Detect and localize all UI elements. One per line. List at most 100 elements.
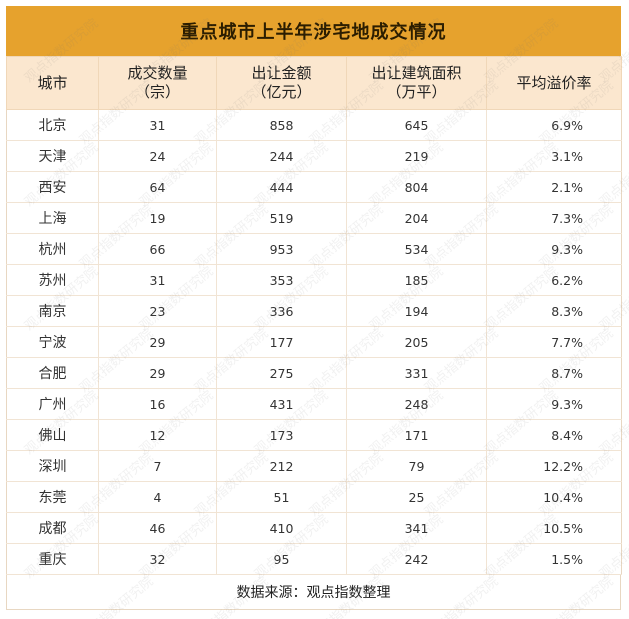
table-body: 北京 31 858 645 6.9% 天津 24 244 219 3.1% 西安 64 444 804 2.…	[6, 109, 622, 575]
amount-cell: 51	[216, 481, 347, 513]
table-row: 杭州 66 953 534 9.3%	[6, 233, 622, 265]
table-row: 天津 24 244 219 3.1%	[6, 140, 622, 172]
premium-cell: 12.2%	[486, 450, 622, 482]
amount-cell: 410	[216, 512, 347, 544]
area-cell: 242	[346, 543, 487, 575]
area-cell: 804	[346, 171, 487, 203]
city-cell: 合肥	[6, 357, 99, 389]
premium-cell: 9.3%	[486, 388, 622, 420]
city-cell: 上海	[6, 202, 99, 234]
table-row: 佛山 12 173 171 8.4%	[6, 419, 622, 451]
amount-cell: 353	[216, 264, 347, 296]
count-cell: 23	[98, 295, 217, 327]
amount-cell: 275	[216, 357, 347, 389]
city-cell: 广州	[6, 388, 99, 420]
amount-cell: 244	[216, 140, 347, 172]
area-cell: 194	[346, 295, 487, 327]
city-cell: 西安	[6, 171, 99, 203]
count-cell: 19	[98, 202, 217, 234]
amount-cell: 177	[216, 326, 347, 358]
amount-cell: 953	[216, 233, 347, 265]
premium-cell: 8.3%	[486, 295, 622, 327]
city-cell: 成都	[6, 512, 99, 544]
source-note: 数据来源：观点指数整理	[6, 575, 621, 610]
city-cell: 天津	[6, 140, 99, 172]
premium-cell: 8.7%	[486, 357, 622, 389]
header-city: 城市	[6, 56, 99, 110]
amount-cell: 444	[216, 171, 347, 203]
city-cell: 佛山	[6, 419, 99, 451]
area-cell: 204	[346, 202, 487, 234]
area-cell: 219	[346, 140, 487, 172]
table-row: 上海 19 519 204 7.3%	[6, 202, 622, 234]
area-cell: 248	[346, 388, 487, 420]
area-cell: 205	[346, 326, 487, 358]
count-cell: 12	[98, 419, 217, 451]
table-row: 西安 64 444 804 2.1%	[6, 171, 622, 203]
count-cell: 64	[98, 171, 217, 203]
city-cell: 重庆	[6, 543, 99, 575]
amount-cell: 173	[216, 419, 347, 451]
header-amount: 出让金额 （亿元）	[216, 56, 347, 110]
table-row: 合肥 29 275 331 8.7%	[6, 357, 622, 389]
count-cell: 66	[98, 233, 217, 265]
table-card: 重点城市上半年涉宅地成交情况 城市 成交数量 （宗） 出让金额 （亿元） 出让建筑面…	[6, 6, 622, 610]
premium-cell: 1.5%	[486, 543, 622, 575]
table-row: 南京 23 336 194 8.3%	[6, 295, 622, 327]
amount-cell: 95	[216, 543, 347, 575]
area-cell: 25	[346, 481, 487, 513]
table-row: 重庆 32 95 242 1.5%	[6, 543, 622, 575]
area-cell: 79	[346, 450, 487, 482]
amount-cell: 519	[216, 202, 347, 234]
area-cell: 331	[346, 357, 487, 389]
count-cell: 32	[98, 543, 217, 575]
premium-cell: 6.9%	[486, 109, 622, 141]
count-cell: 29	[98, 326, 217, 358]
header-count: 成交数量 （宗）	[98, 56, 217, 110]
premium-cell: 7.7%	[486, 326, 622, 358]
amount-cell: 858	[216, 109, 347, 141]
premium-cell: 10.5%	[486, 512, 622, 544]
header-row: 城市 成交数量 （宗） 出让金额 （亿元） 出让建筑面积 （万平） 平均溢价率	[6, 56, 622, 110]
city-cell: 东莞	[6, 481, 99, 513]
count-cell: 31	[98, 109, 217, 141]
header-premium: 平均溢价率	[486, 56, 622, 110]
table-row: 成都 46 410 341 10.5%	[6, 512, 622, 544]
premium-cell: 9.3%	[486, 233, 622, 265]
premium-cell: 10.4%	[486, 481, 622, 513]
table-title: 重点城市上半年涉宅地成交情况	[6, 6, 621, 56]
table-row: 深圳 7 212 79 12.2%	[6, 450, 622, 482]
table-row: 宁波 29 177 205 7.7%	[6, 326, 622, 358]
count-cell: 31	[98, 264, 217, 296]
count-cell: 29	[98, 357, 217, 389]
premium-cell: 6.2%	[486, 264, 622, 296]
area-cell: 185	[346, 264, 487, 296]
premium-cell: 8.4%	[486, 419, 622, 451]
area-cell: 534	[346, 233, 487, 265]
city-cell: 深圳	[6, 450, 99, 482]
table-row: 东莞 4 51 25 10.4%	[6, 481, 622, 513]
area-cell: 341	[346, 512, 487, 544]
premium-cell: 3.1%	[486, 140, 622, 172]
count-cell: 7	[98, 450, 217, 482]
premium-cell: 7.3%	[486, 202, 622, 234]
area-cell: 171	[346, 419, 487, 451]
city-cell: 北京	[6, 109, 99, 141]
data-table: 城市 成交数量 （宗） 出让金额 （亿元） 出让建筑面积 （万平） 平均溢价率 北京 3…	[6, 56, 622, 575]
amount-cell: 212	[216, 450, 347, 482]
area-cell: 645	[346, 109, 487, 141]
amount-cell: 431	[216, 388, 347, 420]
city-cell: 南京	[6, 295, 99, 327]
city-cell: 宁波	[6, 326, 99, 358]
amount-cell: 336	[216, 295, 347, 327]
table-row: 苏州 31 353 185 6.2%	[6, 264, 622, 296]
city-cell: 苏州	[6, 264, 99, 296]
count-cell: 24	[98, 140, 217, 172]
count-cell: 16	[98, 388, 217, 420]
header-area: 出让建筑面积 （万平）	[346, 56, 487, 110]
table-row: 北京 31 858 645 6.9%	[6, 109, 622, 141]
city-cell: 杭州	[6, 233, 99, 265]
premium-cell: 2.1%	[486, 171, 622, 203]
count-cell: 46	[98, 512, 217, 544]
count-cell: 4	[98, 481, 217, 513]
